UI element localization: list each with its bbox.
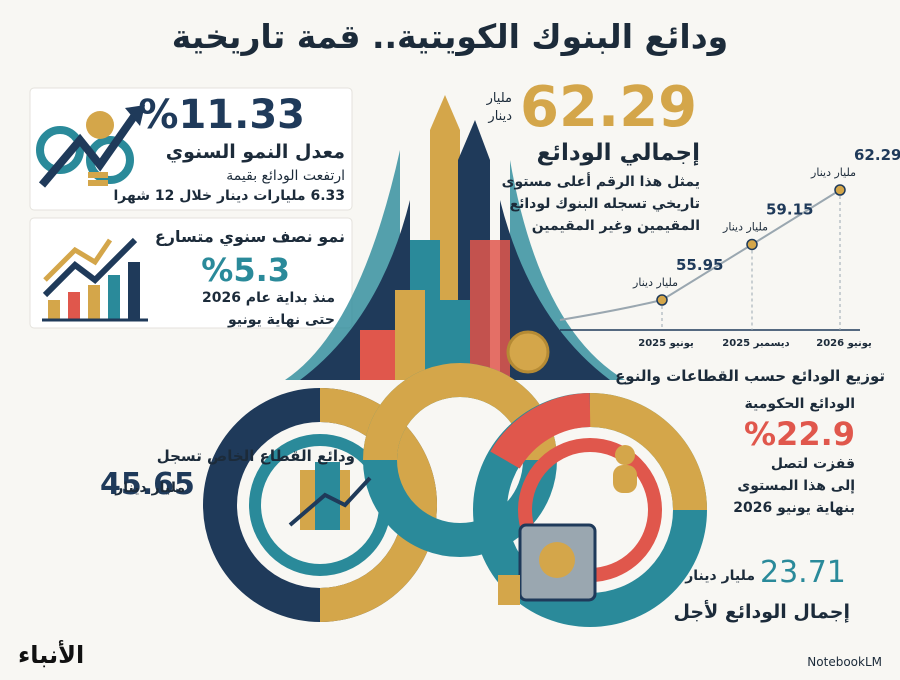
total-unit: مليار <box>486 91 512 106</box>
growth-line: 6.33 مليارات دينار خلال 12 شهرا <box>113 188 345 204</box>
curve-lead <box>559 299 663 321</box>
growth-icon <box>36 105 145 188</box>
x-tick-label: يونيو 2025 <box>638 338 694 349</box>
total-label: إجمالي الودائع <box>536 140 700 166</box>
skyline <box>285 95 625 380</box>
gov-line: قفزت لتصل <box>770 456 855 472</box>
point <box>656 294 668 306</box>
half-line: منذ بداية عام 2026 <box>201 290 335 306</box>
rings <box>203 363 707 627</box>
term-value: 23.71 <box>760 555 846 590</box>
credit: NotebookLM <box>807 655 882 669</box>
unit-label: مليار دينار <box>722 220 768 233</box>
private-label: ودائع القطاع الخاص تسجل <box>156 447 355 465</box>
unit-label: مليار دينار <box>810 166 856 179</box>
private-value: 45.65 <box>100 467 195 502</box>
value-label: 59.15 <box>766 200 813 218</box>
total-value: 62.29 <box>520 75 698 140</box>
growth-label: معدل النمو السنوي <box>165 141 345 163</box>
half-value: %5.3 <box>201 251 290 289</box>
gov-label: الودائع الحكومية <box>744 396 855 412</box>
ring-icons <box>288 445 637 605</box>
dist-title: توزيع الودائع حسب القطاعات والنوع <box>615 367 885 385</box>
x-tick-label: يونيو 2026 <box>816 338 872 349</box>
gov-line: إلى هذا المستوى <box>737 478 855 494</box>
half-line: حتى نهاية يونيو <box>227 312 335 328</box>
term-label: إجمال الودائع لأجل <box>673 601 850 623</box>
total-desc: المقيمين وغير المقيمين <box>531 218 700 234</box>
value-label: 62.29 <box>854 146 900 164</box>
total-desc: يمثل هذا الرقم أعلى مستوى <box>501 174 700 190</box>
growth-value: %11.33 <box>138 92 305 138</box>
unit-label: مليار دينار <box>632 276 678 289</box>
total-unit: دينار <box>488 109 512 124</box>
gov-value: %22.9 <box>743 415 855 453</box>
value-label: 55.95 <box>676 256 723 274</box>
half-label: نمو نصف سنوي متسارع <box>154 227 345 246</box>
point <box>746 238 758 251</box>
gov-line: بنهاية يونيو 2026 <box>733 500 855 516</box>
total-desc: تاريخي تسجله البنوك لودائع <box>509 196 700 212</box>
logo: الأنباء <box>18 641 85 669</box>
x-tick-label: ديسمبر 2025 <box>722 338 789 349</box>
term-unit: مليار دينار <box>685 568 755 584</box>
title: ودائع البنوك الكويتية.. قمة تاريخية <box>171 17 729 56</box>
deposits-chart: 55.95 مليار دينار يونيو 2025 59.15 مليار دين… <box>559 146 900 349</box>
point <box>834 184 846 196</box>
growth-line: ارتفعت الودائع بقيمة <box>226 168 345 184</box>
private-unit: مليار دينار <box>115 480 185 496</box>
bars-icon <box>42 237 148 322</box>
